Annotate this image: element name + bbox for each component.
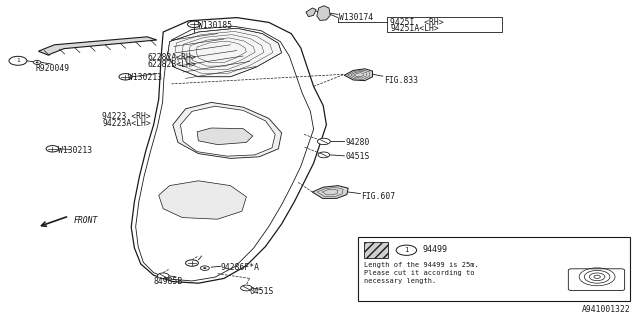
Polygon shape (344, 69, 372, 81)
Circle shape (36, 62, 38, 63)
Circle shape (33, 60, 41, 64)
Text: FIG.607: FIG.607 (362, 192, 396, 201)
Circle shape (200, 266, 209, 270)
Circle shape (186, 260, 198, 266)
FancyBboxPatch shape (387, 17, 502, 32)
Polygon shape (180, 106, 275, 156)
Polygon shape (306, 8, 316, 17)
Text: FRONT: FRONT (74, 216, 98, 225)
Circle shape (318, 152, 330, 158)
Text: 94499: 94499 (422, 245, 447, 254)
Text: 0451S: 0451S (346, 152, 370, 161)
Polygon shape (317, 6, 330, 20)
Text: 1: 1 (404, 247, 408, 253)
Polygon shape (168, 28, 282, 77)
Polygon shape (173, 102, 282, 158)
Text: 94286F*A: 94286F*A (221, 263, 260, 272)
Circle shape (396, 245, 417, 255)
Text: W130174: W130174 (339, 13, 373, 22)
Text: 9425I  <RH>: 9425I <RH> (390, 18, 444, 27)
Polygon shape (38, 37, 157, 55)
Circle shape (9, 56, 27, 65)
Circle shape (204, 268, 206, 269)
Text: A941001322: A941001322 (582, 305, 630, 314)
Circle shape (241, 285, 252, 291)
Text: 9425IA<LH>: 9425IA<LH> (390, 24, 439, 33)
Polygon shape (312, 186, 348, 198)
Text: 94280: 94280 (346, 138, 370, 147)
Text: W130185: W130185 (198, 21, 232, 30)
Circle shape (157, 273, 169, 279)
Text: W130213: W130213 (128, 73, 162, 82)
Text: Length of the 94499 is 25m.
Please cut it according to
necessary length.: Length of the 94499 is 25m. Please cut i… (364, 262, 478, 284)
Text: 0451S: 0451S (250, 287, 274, 296)
Text: 94223A<LH>: 94223A<LH> (102, 119, 151, 128)
Circle shape (119, 74, 132, 80)
Circle shape (317, 138, 330, 145)
Text: R920049: R920049 (35, 64, 69, 73)
Polygon shape (131, 18, 326, 283)
Text: 62282A<RH>: 62282A<RH> (147, 53, 196, 62)
Text: FIG.833: FIG.833 (384, 76, 418, 84)
Circle shape (188, 21, 200, 28)
Polygon shape (197, 128, 253, 145)
Polygon shape (159, 181, 246, 219)
Text: 1: 1 (16, 58, 20, 63)
Bar (364, 242, 388, 258)
FancyBboxPatch shape (568, 269, 625, 291)
Text: W130213: W130213 (58, 146, 92, 155)
Text: 62282B<LH>: 62282B<LH> (147, 60, 196, 68)
Text: 84985B: 84985B (154, 277, 183, 286)
Circle shape (46, 146, 59, 152)
FancyBboxPatch shape (358, 237, 630, 301)
Text: 94223 <RH>: 94223 <RH> (102, 112, 151, 121)
